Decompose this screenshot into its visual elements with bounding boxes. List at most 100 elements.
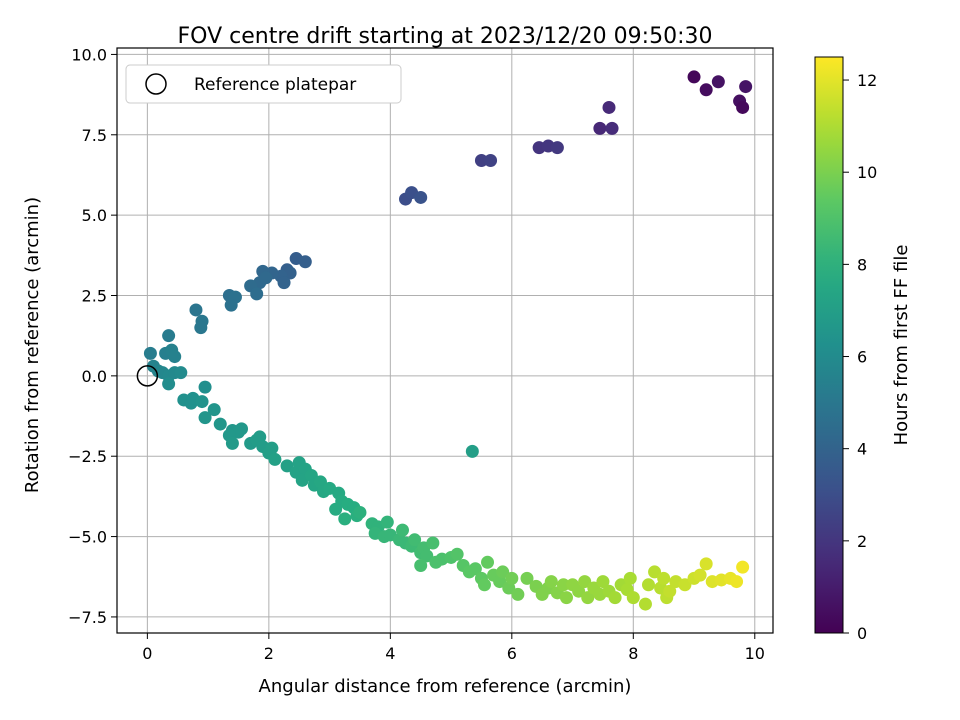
data-point: [450, 547, 464, 561]
data-point: [468, 562, 482, 576]
data-point: [520, 571, 534, 585]
y-tick-label: 7.5: [82, 126, 107, 145]
data-point: [174, 366, 188, 380]
chart-title: FOV centre drift starting at 2023/12/20 …: [178, 24, 713, 49]
data-point: [195, 395, 209, 409]
x-tick-label: 6: [507, 644, 517, 663]
data-point: [608, 591, 622, 605]
data-point: [477, 578, 491, 592]
data-point: [496, 565, 510, 579]
data-point: [414, 559, 428, 572]
data-point: [699, 83, 713, 97]
data-point: [663, 584, 677, 598]
colorbar-tick-label: 6: [857, 348, 867, 367]
data-point: [198, 380, 212, 394]
y-axis-label: Rotation from reference (arcmin): [22, 197, 43, 493]
axis-ticks: 0 2 4 6 8 10 −7.5 −5.0 −2.5 0.0 2.5 5.0 7.5 10.0: [68, 45, 765, 663]
legend-box: [125, 64, 402, 104]
x-tick-label: 10: [745, 644, 765, 663]
data-point: [353, 505, 367, 519]
data-point: [162, 377, 176, 391]
data-point: [162, 329, 176, 343]
colorbar: [814, 56, 844, 634]
data-point: [581, 591, 595, 605]
data-point: [578, 575, 592, 589]
data-point: [544, 575, 558, 589]
colorbar-label: Hours from first FF file: [891, 245, 912, 446]
data-point: [605, 121, 619, 135]
data-point: [550, 141, 564, 155]
legend-label: Reference platepar: [194, 75, 356, 95]
colorbar-tick-label: 0: [857, 624, 867, 643]
x-axis-label: Angular distance from reference (arcmin): [259, 676, 632, 697]
data-point: [736, 560, 750, 574]
data-point: [739, 80, 753, 94]
data-point: [395, 523, 409, 537]
data-point: [687, 70, 701, 84]
data-point: [207, 403, 221, 417]
data-point: [408, 533, 422, 547]
data-point: [235, 422, 249, 436]
data-point: [298, 255, 312, 269]
legend: Reference platepar: [125, 64, 402, 104]
data-point: [198, 411, 212, 425]
grid: [117, 48, 773, 633]
data-point: [559, 591, 573, 605]
y-tick-label: −2.5: [68, 447, 107, 466]
plot-frame: [116, 47, 774, 634]
data-point: [338, 512, 352, 526]
x-tick-label: 8: [628, 644, 638, 663]
data-point: [213, 417, 227, 431]
data-point: [736, 100, 750, 114]
y-tick-label: −5.0: [68, 528, 107, 547]
legend-marker-icon: [145, 73, 167, 95]
data-point: [481, 555, 495, 569]
data-point: [638, 597, 652, 611]
y-tick-label: −7.5: [68, 608, 107, 627]
colorbar-tick-label: 10: [857, 163, 877, 182]
data-point: [556, 578, 570, 592]
y-tick-label: 0.0: [82, 367, 107, 386]
data-point: [602, 100, 616, 114]
data-point: [678, 578, 692, 592]
data-point: [143, 346, 157, 360]
colorbar-tick-label: 8: [857, 255, 867, 274]
data-point: [465, 444, 479, 458]
data-point: [414, 190, 428, 204]
data-point: [189, 303, 203, 317]
data-point: [623, 571, 637, 585]
data-point: [280, 459, 294, 473]
data-point: [277, 276, 291, 290]
x-tick-label: 0: [142, 644, 152, 663]
data-point: [505, 571, 519, 585]
colorbar-tick-label: 2: [857, 532, 867, 551]
y-tick-label: 5.0: [82, 206, 107, 225]
data-point: [224, 298, 238, 312]
data-point: [626, 591, 640, 605]
x-tick-label: 2: [264, 644, 274, 663]
colorbar-tick-label: 4: [857, 440, 867, 459]
colorbar-ticks: 0 2 4 6 8 10 12: [843, 71, 877, 643]
data-point: [648, 565, 662, 579]
data-point: [596, 575, 610, 589]
data-point: [194, 321, 208, 335]
data-point: [711, 75, 725, 89]
data-point: [511, 587, 525, 601]
data-point: [259, 271, 273, 285]
data-point: [484, 154, 498, 167]
y-tick-label: 2.5: [82, 287, 107, 306]
y-tick-label: 10.0: [71, 45, 107, 64]
data-point: [329, 502, 343, 516]
data-point: [657, 571, 671, 585]
data-point: [250, 287, 264, 301]
data-point: [168, 350, 182, 364]
data-point: [268, 452, 282, 466]
x-tick-label: 4: [385, 644, 395, 663]
colorbar-tick-label: 12: [857, 71, 877, 90]
data-point: [572, 584, 586, 598]
data-point: [693, 568, 707, 582]
data-point: [420, 549, 434, 563]
data-points: [143, 70, 753, 611]
data-point: [225, 436, 239, 450]
